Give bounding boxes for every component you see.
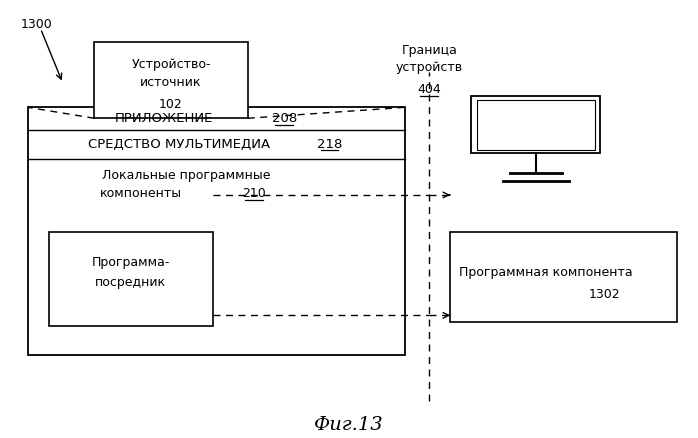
Text: 124: 124 bbox=[524, 118, 547, 131]
Bar bbox=[477, 100, 595, 150]
Text: устройств: устройств bbox=[396, 61, 463, 74]
Text: Граница: Граница bbox=[401, 44, 457, 57]
Text: 218: 218 bbox=[317, 138, 342, 151]
Text: источник: источник bbox=[140, 76, 202, 89]
Text: посредник: посредник bbox=[96, 276, 166, 289]
Bar bbox=[471, 96, 600, 153]
Text: ПРИЛОЖЕНИЕ: ПРИЛОЖЕНИЕ bbox=[114, 112, 213, 125]
Text: Программа-: Программа- bbox=[91, 256, 170, 269]
Text: 208: 208 bbox=[272, 112, 297, 125]
Bar bbox=[450, 232, 677, 322]
Text: 404: 404 bbox=[417, 83, 441, 96]
Text: СРЕДСТВО МУЛЬТИМЕДИА: СРЕДСТВО МУЛЬТИМЕДИА bbox=[88, 138, 269, 151]
Text: Фиг.13: Фиг.13 bbox=[314, 416, 384, 434]
Text: 1202: 1202 bbox=[115, 301, 147, 314]
Bar bbox=[28, 107, 405, 355]
Text: 1300: 1300 bbox=[21, 18, 52, 31]
Text: 210: 210 bbox=[242, 187, 266, 200]
Text: Локальные программные: Локальные программные bbox=[102, 169, 271, 182]
Text: компоненты: компоненты bbox=[100, 187, 182, 200]
Text: Устройство-: Устройство- bbox=[131, 58, 211, 71]
Text: Программная компонента: Программная компонента bbox=[459, 266, 632, 279]
Text: 1302: 1302 bbox=[588, 289, 621, 301]
Bar bbox=[94, 42, 248, 118]
Text: 102: 102 bbox=[159, 98, 183, 111]
Bar bbox=[49, 232, 213, 326]
